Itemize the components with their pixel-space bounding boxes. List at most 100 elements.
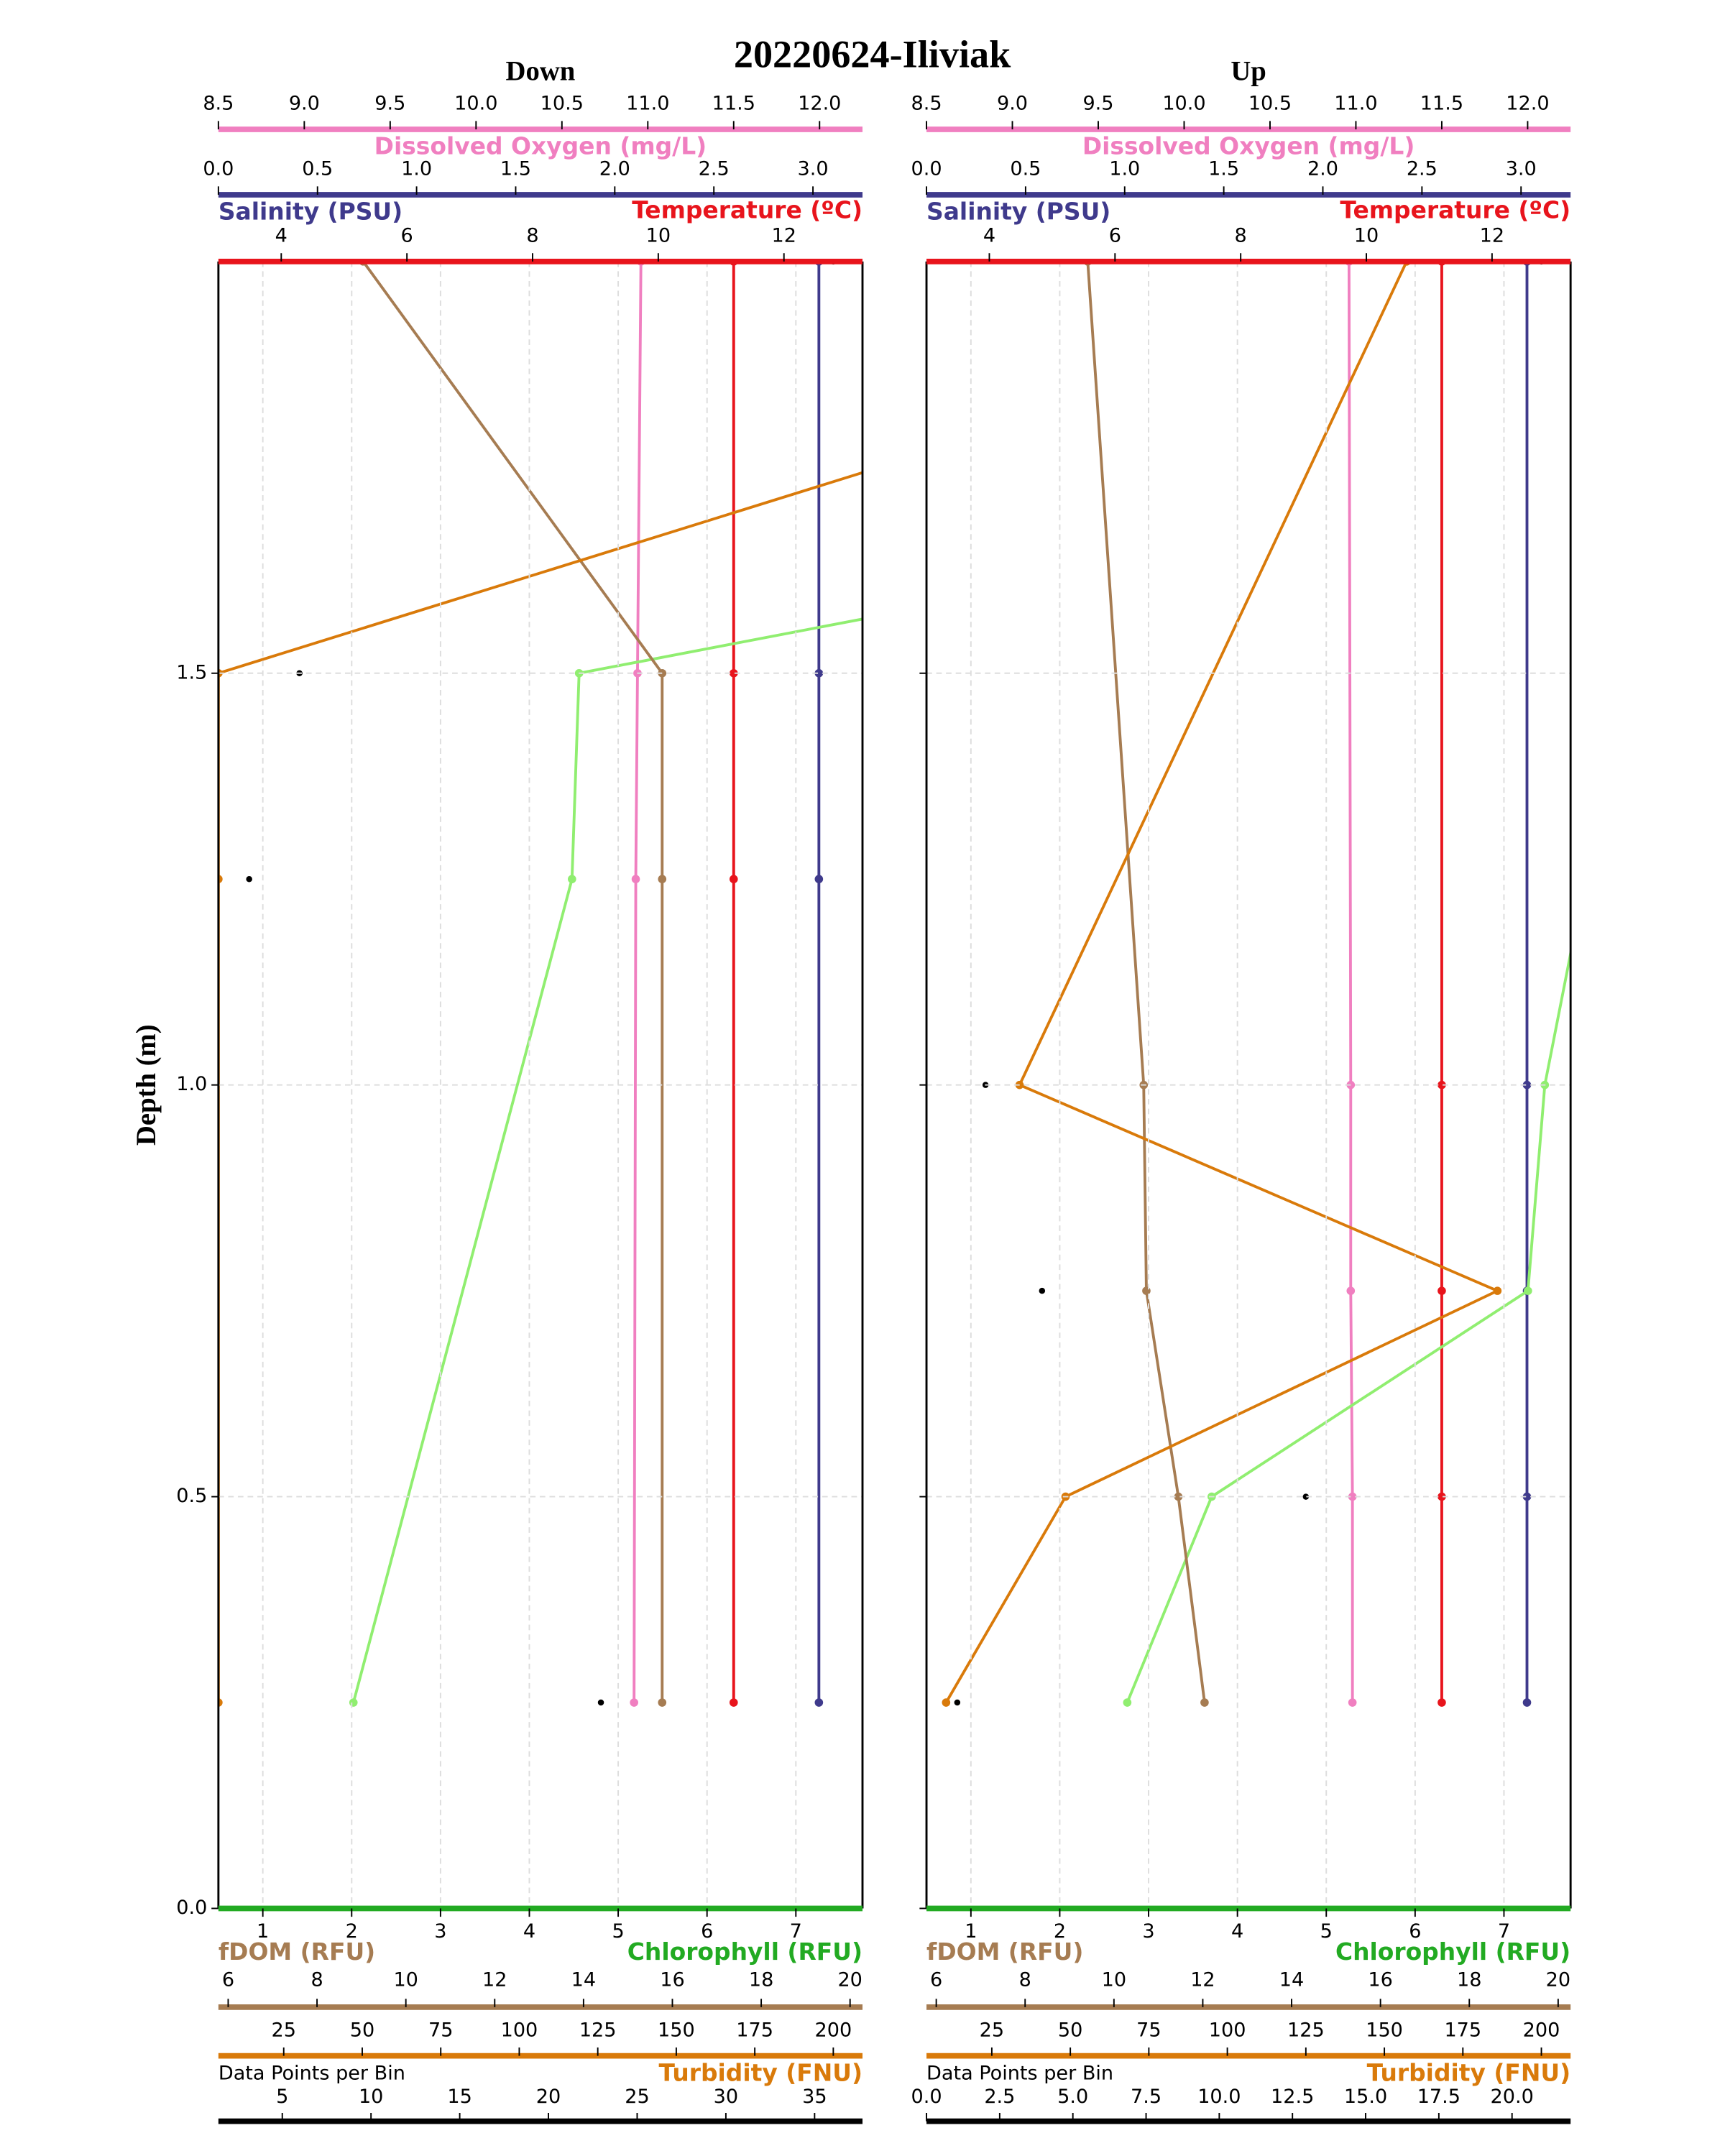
x-tick-label: 2 bbox=[1054, 1920, 1066, 1943]
x-tick-label: 10 bbox=[1102, 1969, 1126, 1991]
x-tick-label: 2.5 bbox=[1407, 158, 1438, 180]
axis-label: Turbidity (FNU) bbox=[659, 2058, 862, 2086]
x-tick-label: 10.5 bbox=[540, 93, 584, 115]
x-tick-label: 4 bbox=[1231, 1920, 1243, 1943]
x-tick-label: 175 bbox=[1444, 2019, 1481, 2041]
x-tick-label: 7 bbox=[790, 1920, 802, 1943]
x-tick-label: 6 bbox=[930, 1969, 942, 1991]
x-tick-label: 12.0 bbox=[798, 93, 841, 115]
x-tick-label: 20.0 bbox=[1491, 2086, 1534, 2108]
x-tick-label: 6 bbox=[1109, 225, 1121, 247]
x-tick-label: 125 bbox=[1287, 2019, 1325, 2041]
x-tick-label: 3.0 bbox=[798, 158, 829, 180]
x-tick-label: 2.0 bbox=[1307, 158, 1338, 180]
chart-title: 20220624-Iliviak bbox=[734, 33, 1011, 76]
point bbox=[630, 1698, 638, 1707]
x-tick-label: 6 bbox=[401, 225, 413, 247]
series-line bbox=[351, 617, 862, 1703]
x-tick-label: 10.0 bbox=[454, 93, 497, 115]
panel-title: Up bbox=[1230, 56, 1266, 86]
series-line bbox=[362, 261, 664, 1703]
x-tick-label: 175 bbox=[736, 2019, 773, 2041]
axis-label: fDOM (RFU) bbox=[926, 1938, 1083, 1966]
point bbox=[814, 875, 824, 884]
x-tick-label: 8 bbox=[1019, 1969, 1031, 1991]
x-tick-label: 8 bbox=[526, 225, 538, 247]
x-tick-label: 3 bbox=[1142, 1920, 1154, 1943]
point bbox=[1123, 1698, 1132, 1707]
x-tick-label: 16 bbox=[660, 1969, 684, 1991]
x-tick-label: 1 bbox=[257, 1920, 269, 1943]
x-tick-label: 2.5 bbox=[984, 2086, 1015, 2108]
point bbox=[1348, 1492, 1357, 1501]
x-tick-label: 25 bbox=[272, 2019, 296, 2041]
x-tick-label: 20 bbox=[837, 1969, 862, 1991]
point bbox=[1174, 1492, 1183, 1501]
x-tick-label: 15.0 bbox=[1344, 2086, 1387, 2108]
point bbox=[729, 668, 738, 678]
point bbox=[1438, 1080, 1446, 1089]
x-tick-label: 3 bbox=[434, 1920, 446, 1943]
point bbox=[349, 1698, 358, 1707]
x-tick-label: 150 bbox=[1366, 2019, 1403, 2041]
x-tick-label: 8 bbox=[310, 1969, 323, 1991]
point bbox=[1493, 1286, 1502, 1295]
x-tick-label: 18 bbox=[749, 1969, 773, 1991]
x-tick-label: 5.0 bbox=[1057, 2086, 1088, 2108]
axis-label: Temperature (ºC) bbox=[632, 196, 862, 224]
axis-label: fDOM (RFU) bbox=[218, 1938, 375, 1966]
x-tick-label: 150 bbox=[658, 2019, 695, 2041]
point bbox=[658, 875, 667, 884]
x-tick-label: 1.5 bbox=[500, 158, 531, 180]
x-tick-label: 4 bbox=[983, 225, 995, 247]
x-tick-label: 0.0 bbox=[911, 158, 942, 180]
point bbox=[1522, 1080, 1532, 1089]
x-tick-label: 4 bbox=[275, 225, 288, 247]
axis-label: Salinity (PSU) bbox=[218, 198, 402, 226]
x-tick-label: 0.0 bbox=[203, 158, 234, 180]
x-tick-label: 0.5 bbox=[1010, 158, 1041, 180]
point bbox=[814, 668, 824, 678]
axis-label: Chlorophyll (RFU) bbox=[1335, 1938, 1570, 1966]
point bbox=[729, 1698, 738, 1707]
y-tick-label: 1.0 bbox=[176, 1073, 207, 1095]
x-tick-label: 10.0 bbox=[1162, 93, 1205, 115]
point bbox=[1438, 1286, 1446, 1295]
x-tick-label: 9.5 bbox=[1082, 93, 1113, 115]
point bbox=[1200, 1698, 1209, 1707]
x-tick-label: 14 bbox=[1279, 1969, 1304, 1991]
x-tick-label: 0.5 bbox=[302, 158, 333, 180]
x-tick-label: 8.5 bbox=[911, 93, 942, 115]
x-tick-label: 200 bbox=[815, 2019, 852, 2041]
axis-label: Temperature (ºC) bbox=[1340, 196, 1570, 224]
axis-label: Dissolved Oxygen (mg/L) bbox=[1082, 132, 1415, 160]
axis-label: Salinity (PSU) bbox=[926, 198, 1110, 226]
x-tick-label: 100 bbox=[1209, 2019, 1246, 2041]
x-tick-label: 3.0 bbox=[1506, 158, 1537, 180]
point bbox=[1438, 1698, 1446, 1707]
x-tick-label: 12 bbox=[1480, 225, 1504, 247]
x-tick-label: 35 bbox=[802, 2086, 827, 2108]
point bbox=[1346, 1286, 1356, 1295]
x-tick-label: 7 bbox=[1498, 1920, 1510, 1943]
x-tick-label: 2.5 bbox=[699, 158, 730, 180]
point bbox=[568, 875, 576, 884]
x-tick-label: 12 bbox=[771, 225, 796, 247]
axis-label: Dissolved Oxygen (mg/L) bbox=[374, 132, 707, 160]
x-tick-label: 12 bbox=[482, 1969, 507, 1991]
point bbox=[246, 875, 252, 883]
x-tick-label: 14 bbox=[571, 1969, 596, 1991]
x-tick-label: 8.5 bbox=[203, 93, 234, 115]
x-tick-label: 75 bbox=[428, 2019, 453, 2041]
x-tick-label: 6 bbox=[701, 1920, 713, 1943]
point bbox=[814, 1698, 824, 1707]
x-tick-label: 5 bbox=[1320, 1920, 1333, 1943]
x-tick-label: 125 bbox=[579, 2019, 617, 2041]
x-tick-label: 10 bbox=[359, 2086, 383, 2108]
point bbox=[1524, 1286, 1532, 1295]
x-tick-label: 200 bbox=[1523, 2019, 1560, 2041]
x-tick-label: 5 bbox=[612, 1920, 624, 1943]
x-tick-label: 7.5 bbox=[1131, 2086, 1162, 2108]
